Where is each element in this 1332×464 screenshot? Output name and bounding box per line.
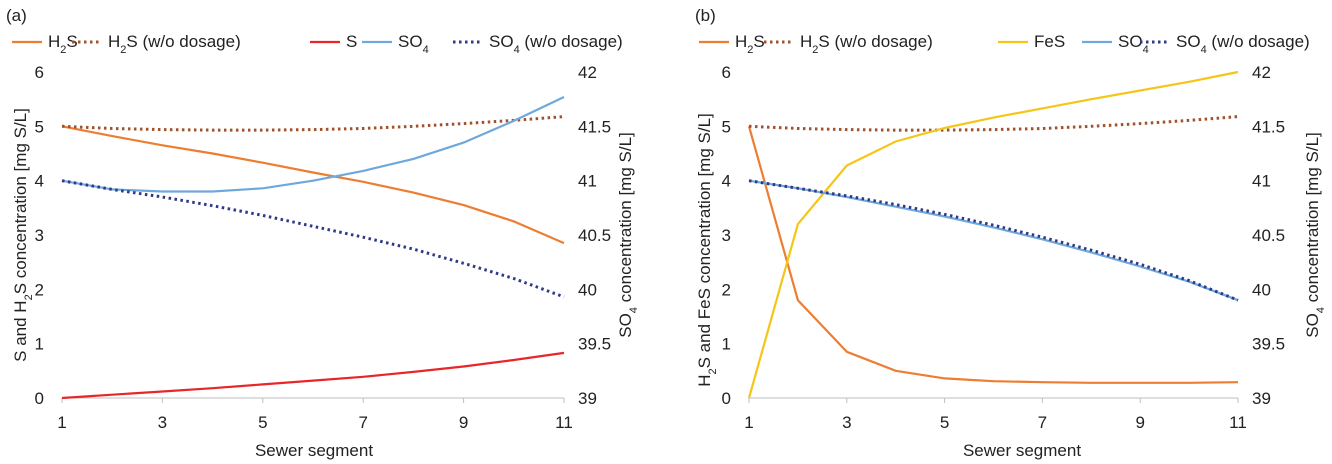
x-tick-label: 7 <box>358 413 367 432</box>
y-tick-label: 5 <box>722 117 731 136</box>
y-tick-label: 1 <box>35 335 44 354</box>
series-line-h2s <box>61 125 565 245</box>
y2-tick-label: 42 <box>578 63 597 82</box>
legend-label: SO4 (w/o dosage) <box>1176 32 1310 56</box>
y-tick-label: 6 <box>35 63 44 82</box>
y2-axis-title: SO4 concentration [mg S/L] <box>1303 132 1327 338</box>
legend-label: H2S <box>735 32 765 56</box>
y-tick-label: 2 <box>722 280 731 299</box>
legend-label: SO4 <box>1118 32 1149 56</box>
y2-tick-label: 39 <box>1252 389 1271 408</box>
x-tick-label: 7 <box>1038 413 1047 432</box>
series-line-h2s <box>747 126 1239 384</box>
x-tick-label: 9 <box>1135 413 1144 432</box>
y2-tick-label: 41.5 <box>1252 117 1285 136</box>
legend-label: H2S (w/o dosage) <box>800 32 933 56</box>
x-axis-title: Sewer segment <box>963 441 1081 460</box>
legend-label: H2S (w/o dosage) <box>108 32 241 56</box>
x-axis-title: Sewer segment <box>255 441 373 460</box>
y2-tick-label: 41.5 <box>578 117 611 136</box>
x-tick-label: 3 <box>842 413 851 432</box>
x-tick-label: 11 <box>555 413 573 432</box>
panel-label: (a) <box>6 6 27 25</box>
y2-tick-label: 39.5 <box>578 335 611 354</box>
y2-tick-label: 40 <box>1252 280 1271 299</box>
x-tick-label: 5 <box>258 413 267 432</box>
y2-tick-label: 39 <box>578 389 597 408</box>
legend-label: S <box>346 32 357 51</box>
y-tick-label: 3 <box>35 226 44 245</box>
legend-label: FeS <box>1034 32 1065 51</box>
x-tick-label: 3 <box>158 413 167 432</box>
y2-tick-label: 40 <box>578 280 597 299</box>
series-line-so4 <box>748 179 1239 302</box>
y-tick-label: 4 <box>35 172 44 191</box>
series-line-so4-w-o-dosage <box>61 179 565 299</box>
y-tick-label: 5 <box>35 117 44 136</box>
y-tick-label: 6 <box>722 63 731 82</box>
panel-label: (b) <box>695 6 716 25</box>
series-line-so4-w-o-dosage <box>748 179 1239 302</box>
chart-panel-b: (b)1 3 5 7 9 1101234563939.54040.54141.542H2S… <box>695 6 1327 460</box>
y-tick-label: 0 <box>35 389 44 408</box>
y2-tick-label: 39.5 <box>1252 335 1285 354</box>
chart-panel-a: (a)135791101234563939.54040.54141.542H2S… <box>6 6 640 460</box>
x-tick-label: 9 <box>459 413 468 432</box>
y-tick-label: 4 <box>722 172 731 191</box>
x-tick-label: 5 <box>940 413 949 432</box>
y2-tick-label: 41 <box>578 172 597 191</box>
legend-label: SO4 <box>398 32 429 56</box>
x-tick-label: 1 <box>57 413 66 432</box>
series-line-so4 <box>61 96 565 193</box>
y-tick-label: 3 <box>722 226 731 245</box>
series-line-h2s-w-o-dosage <box>61 115 565 132</box>
series-line-fes <box>747 70 1239 399</box>
y-axis-title: S and H2S concentration [mg S/L] <box>11 108 35 362</box>
legend-label: H2S <box>48 32 78 56</box>
y2-axis-title: SO4 concentration [mg S/L] <box>616 132 640 338</box>
y2-tick-label: 40.5 <box>1252 226 1285 245</box>
y-tick-label: 2 <box>35 280 44 299</box>
y-tick-label: 1 <box>722 335 731 354</box>
y-tick-label: 0 <box>722 389 731 408</box>
x-tick-label: 11 <box>1229 413 1247 432</box>
y-axis-title: H2S and FeS concentration [mg S/L] <box>695 113 719 387</box>
y2-tick-label: 42 <box>1252 63 1271 82</box>
y2-tick-label: 40.5 <box>578 226 611 245</box>
y2-tick-label: 41 <box>1252 172 1271 191</box>
x-tick-label: 1 <box>744 413 753 432</box>
series-line-s <box>61 351 565 400</box>
legend-label: SO4 (w/o dosage) <box>489 32 623 56</box>
